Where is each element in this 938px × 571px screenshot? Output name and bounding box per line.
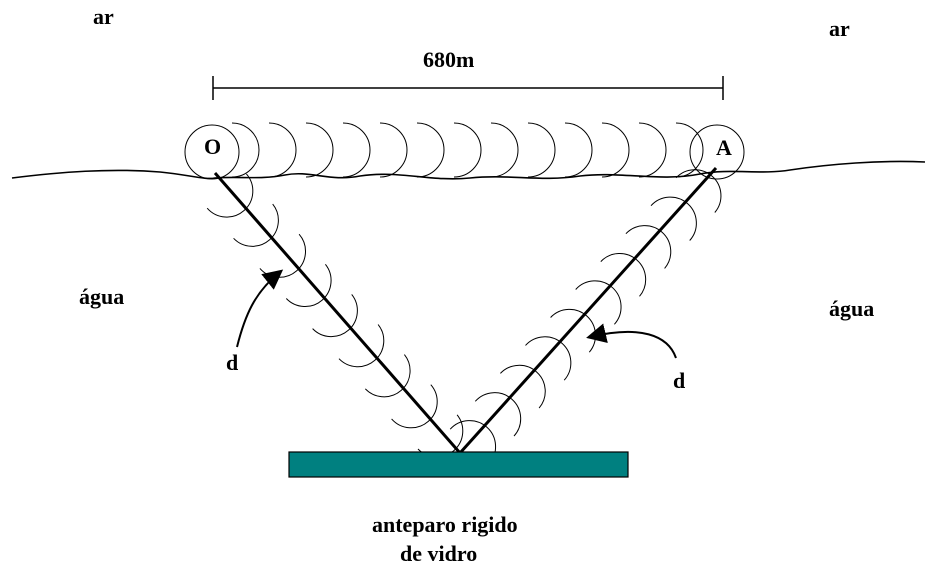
incident-wavefront-arc — [206, 173, 254, 218]
right-d-arrow — [586, 323, 677, 359]
surface-wavefront-arc — [527, 122, 556, 178]
reflected-wavefront-arc — [525, 336, 572, 381]
point-a-label: A — [716, 135, 732, 160]
reflected-path-line — [458, 166, 718, 455]
left-d-arrow — [236, 269, 284, 348]
surface-wavefront-arc — [268, 122, 297, 178]
incident-wavefront-arc — [285, 263, 332, 308]
reflected-wavefront-arc — [600, 253, 647, 297]
distance-dimension — [212, 76, 724, 100]
surface-wavefront-arc — [379, 122, 408, 178]
incident-wavefront-arc — [364, 354, 411, 398]
incident-wavefront-arc — [233, 203, 279, 247]
incident-wavefront-arc — [312, 294, 358, 338]
reflected-wavefront-arc — [675, 169, 722, 213]
air-label-left: ar — [93, 4, 114, 29]
reflected-wavefront-arc — [650, 196, 697, 241]
incident-wavefront-arc — [391, 384, 438, 429]
barrier-caption-line1: anteparo rigido — [372, 512, 518, 537]
surface-wavefront-arc — [231, 122, 260, 178]
surface-wavefront-arc — [675, 122, 704, 178]
reflected-wavefront-arc — [500, 364, 546, 409]
water-label-left: água — [79, 284, 124, 309]
distance-label: 680m — [423, 47, 474, 72]
surface-wavefront-arc — [638, 122, 667, 178]
barrier-caption-line2: de vidro — [400, 541, 477, 566]
water-surface-line — [11, 160, 926, 180]
reflected-wavefront-arc — [575, 280, 622, 325]
surface-wavefront-arc — [342, 122, 371, 178]
air-label-right: ar — [829, 16, 850, 41]
glass-barrier — [288, 451, 629, 478]
path-label-right: d — [673, 368, 685, 393]
reflected-wavefront-arc — [625, 225, 672, 269]
incident-wavefront-arc — [338, 324, 385, 368]
point-o-label: O — [204, 134, 221, 159]
surface-wavefront-arc — [305, 122, 334, 178]
wavefront-arcs — [206, 122, 722, 465]
path-label-left: d — [226, 350, 238, 375]
point-a-circle — [689, 124, 745, 180]
incident-path-line — [213, 172, 462, 454]
reflected-wavefront-arc — [474, 392, 522, 437]
point-o-circle — [184, 124, 240, 180]
surface-wavefront-arc — [416, 122, 445, 178]
surface-wavefront-arc — [564, 122, 593, 178]
surface-wavefront-arc — [490, 122, 519, 178]
surface-wavefront-arc — [601, 122, 630, 178]
water-label-right: água — [829, 296, 874, 321]
surface-wavefront-arc — [453, 122, 482, 178]
